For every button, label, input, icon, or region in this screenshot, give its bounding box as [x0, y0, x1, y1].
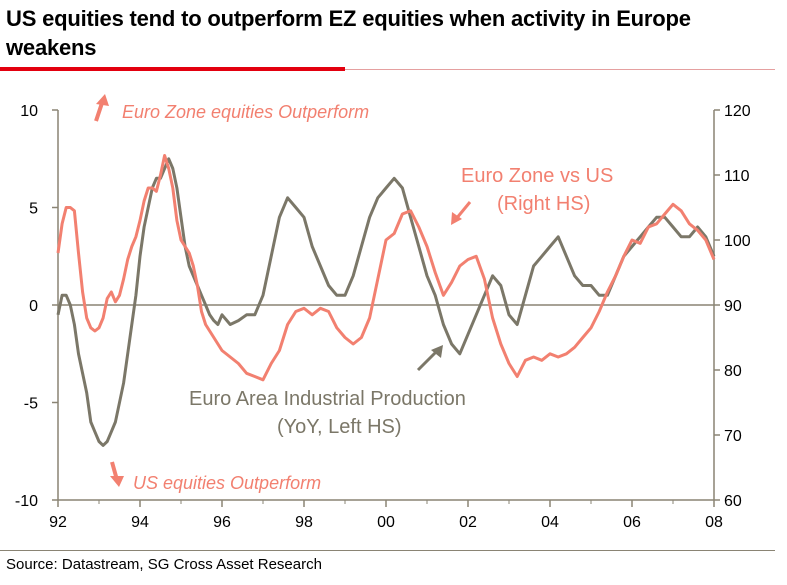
label-right-hs: (Right HS)	[497, 193, 590, 215]
series-industrial-production-line	[56, 157, 716, 447]
y-left-tick-label: 5	[29, 201, 38, 218]
source-note: Source: Datastream, SG Cross Asset Resea…	[6, 556, 322, 573]
ez-pointer-arrow-icon	[451, 212, 462, 225]
chart-axes: 10 5 0 -5 -10 120 110 100 90 80 70 60 92 94 96 98 00 02 04…	[15, 103, 751, 531]
y-left-tick-label: 10	[20, 103, 38, 120]
label-left-hs: (YoY, Left HS)	[277, 416, 402, 438]
title-rule-grey	[345, 69, 775, 70]
source-rule	[0, 550, 775, 551]
title-rule-red	[0, 67, 345, 71]
y-right-tick-label: 80	[724, 363, 742, 380]
y-left-tick-label: -5	[24, 396, 38, 413]
y-right-tick-label: 110	[724, 168, 750, 185]
y-left-tick-label: 0	[29, 298, 38, 315]
annotation-bottom: US equities Outperform	[133, 473, 321, 493]
series-euro-zone-vs-us-line	[56, 154, 716, 382]
x-tick-label: 06	[623, 514, 641, 531]
ip-pointer-line	[416, 349, 439, 372]
y-right-tick-label: 60	[724, 493, 742, 510]
y-right-tick-label: 120	[724, 103, 751, 120]
y-left-tick-label: -10	[15, 493, 38, 510]
x-tick-label: 02	[459, 514, 477, 531]
chart-annotations: Euro Zone equities Outperform US equitie…	[94, 94, 613, 493]
label-euro-zone-vs-us: Euro Zone vs US	[461, 165, 613, 187]
y-right-tick-label: 70	[724, 428, 742, 445]
annotation-top: Euro Zone equities Outperform	[122, 102, 369, 122]
ip-pointer-arrow-icon	[431, 345, 443, 358]
down-arrow-head-icon	[110, 476, 124, 487]
x-tick-label: 92	[49, 514, 67, 531]
x-tick-label: 08	[705, 514, 723, 531]
y-right-tick-label: 90	[724, 298, 742, 315]
x-tick-label: 96	[213, 514, 231, 531]
x-tick-label: 04	[541, 514, 559, 531]
up-arrow-head-icon	[96, 94, 109, 106]
ez-pointer-line	[454, 201, 472, 220]
x-tick-label: 94	[131, 514, 149, 531]
y-right-tick-label: 100	[724, 233, 751, 250]
chart-series	[56, 154, 716, 447]
x-tick-label: 98	[295, 514, 313, 531]
label-industrial-production: Euro Area Industrial Production	[189, 388, 466, 410]
x-tick-label: 00	[377, 514, 395, 531]
chart-title: US equities tend to outperform EZ equiti…	[6, 6, 691, 60]
